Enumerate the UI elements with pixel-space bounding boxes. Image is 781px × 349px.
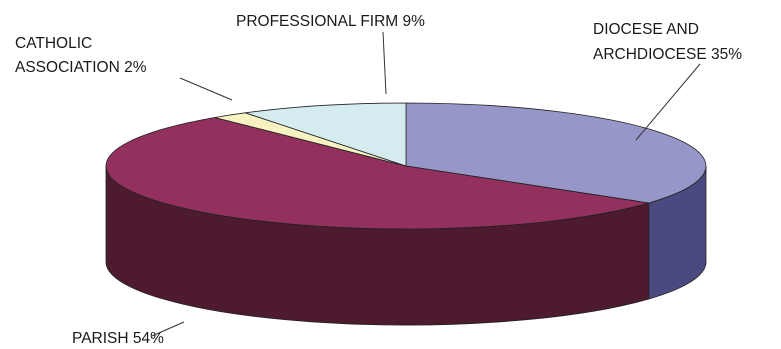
pie-slice-parish (105, 117, 649, 230)
slice-label-parish: PARISH 54% (72, 330, 164, 347)
leader-line-professional-firm (382, 31, 387, 95)
slice-label-diocese: DIOCESE AND ARCHDIOCESE 35% (593, 21, 742, 63)
leader-lines (151, 31, 701, 337)
pie-slice-diocese (405, 102, 707, 204)
pie-sides (105, 165, 707, 326)
leader-line-diocese (635, 63, 701, 141)
pie-slice-professional-firm (245, 102, 407, 167)
leader-line-parish (151, 321, 185, 337)
pie-slices (105, 102, 707, 230)
slice-label-catholic-association: CATHOLIC ASSOCIATION 2% (15, 35, 147, 76)
slice-label-professional-firm: PROFESSIONAL FIRM 9% (236, 13, 425, 30)
leader-line-catholic-association (179, 77, 233, 101)
